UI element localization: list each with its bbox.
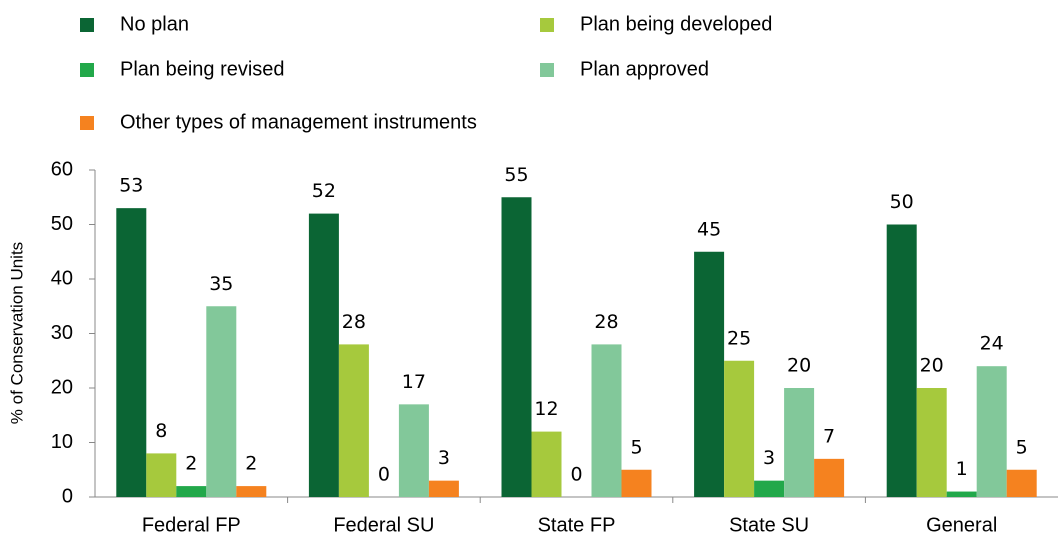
bar [206,306,237,497]
data-label: 28 [342,311,366,333]
data-label: 24 [980,333,1004,355]
data-label: 28 [594,311,618,333]
bar [814,458,845,497]
bar [724,360,755,497]
data-label: 1 [956,458,968,480]
x-tick-label: Federal FP [142,514,241,536]
bar [621,469,652,497]
data-label: 3 [763,447,775,469]
legend-label: Plan being developed [580,13,772,35]
y-tick-label: 20 [51,376,73,398]
x-tick-label: State FP [538,514,616,536]
x-tick-label: Federal SU [333,514,434,536]
bar [116,208,147,497]
y-tick-label: 50 [51,213,73,235]
bar [1006,469,1037,497]
legend-swatch [80,116,94,130]
data-label: 25 [727,327,751,349]
data-label: 50 [890,191,914,213]
data-label: 2 [245,453,257,475]
data-label: 17 [402,371,426,393]
data-label: 0 [378,464,390,486]
bar [428,480,459,497]
data-label: 2 [185,453,197,475]
bar [501,197,532,497]
data-label: 20 [920,355,944,377]
legend-label: Plan approved [580,58,709,80]
legend-swatch [540,63,554,77]
data-label: 35 [209,273,233,295]
data-label: 55 [504,164,528,186]
legend-swatch [80,63,94,77]
legend-label: No plan [120,13,189,35]
data-label: 53 [119,175,143,197]
bar [591,344,622,497]
y-axis-label: % of Conservation Units [7,242,26,424]
data-label: 8 [155,420,167,442]
y-tick-label: 10 [51,431,73,453]
legend-label: Plan being revised [120,58,285,80]
bar [236,486,267,497]
legend-swatch [80,18,94,32]
bar [976,366,1007,497]
y-tick-label: 40 [51,267,73,289]
data-label: 52 [312,180,336,202]
bar [146,453,177,497]
data-label: 5 [630,436,642,458]
bar [338,344,369,497]
bar [398,404,429,497]
legend-label: Other types of management instruments [120,111,477,133]
bar [176,486,207,497]
data-label: 20 [787,355,811,377]
bar [946,491,977,497]
bar [694,251,725,497]
data-label: 7 [823,425,835,447]
bar [308,213,339,497]
y-tick-label: 60 [51,158,73,180]
bar [531,431,562,497]
data-label: 3 [438,447,450,469]
bar [886,224,917,497]
data-label: 0 [570,464,582,486]
bar [916,388,947,497]
legend-swatch [540,18,554,32]
bar [754,480,785,497]
data-label: 12 [534,398,558,420]
x-tick-label: State SU [729,514,809,536]
x-tick-label: General [926,514,997,536]
data-label: 5 [1016,436,1028,458]
bar [784,388,815,497]
data-label: 45 [697,218,721,240]
y-tick-label: 30 [51,322,73,344]
y-tick-label: 0 [62,485,73,507]
